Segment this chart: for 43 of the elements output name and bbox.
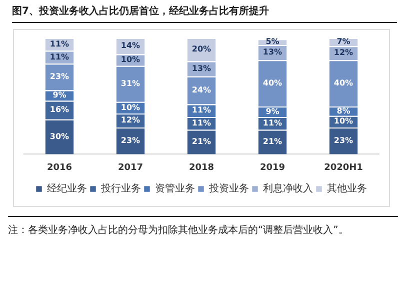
data-label: 40% bbox=[262, 78, 282, 88]
data-label: 16% bbox=[50, 105, 70, 114]
data-label: 5% bbox=[266, 37, 280, 46]
data-label: 11% bbox=[262, 118, 282, 128]
legend-label: 经纪业务 bbox=[47, 182, 87, 195]
data-label: 7% bbox=[336, 37, 350, 46]
data-label: 24% bbox=[192, 85, 212, 94]
x-tick-label: 2019 bbox=[260, 162, 286, 173]
legend-label: 投资业务 bbox=[208, 182, 249, 195]
data-label: 10% bbox=[334, 116, 354, 126]
data-label: 30% bbox=[50, 132, 70, 141]
data-label: 40% bbox=[334, 78, 354, 88]
data-label: 11% bbox=[192, 106, 212, 115]
data-label: 20% bbox=[192, 44, 212, 54]
text: 注：各类业务净收入占比的分母为扣除其他业务成本后的“调整后营业收入”。 bbox=[8, 216, 398, 237]
data-label: 21% bbox=[192, 137, 212, 146]
legend-label: 其他业务 bbox=[327, 182, 367, 195]
data-label: 11% bbox=[192, 118, 212, 128]
data-label: 12% bbox=[120, 116, 140, 125]
data-label: 8% bbox=[336, 106, 350, 116]
x-tick-label: 2017 bbox=[118, 162, 144, 173]
data-label: 14% bbox=[120, 41, 140, 50]
data-label: 23% bbox=[120, 136, 140, 145]
data-label: 10% bbox=[120, 55, 140, 64]
x-tick-label: 2016 bbox=[46, 162, 72, 173]
data-label: 10% bbox=[120, 102, 140, 112]
x-tick-label: 2018 bbox=[188, 162, 214, 173]
data-label: 9% bbox=[52, 90, 66, 100]
x-tick-label: 2020H1 bbox=[324, 162, 363, 173]
data-label: 21% bbox=[262, 137, 282, 146]
chart-title: 图7、投资业务收入占比仍居首位，经纪业务占比有所提升 bbox=[12, 4, 397, 23]
legend-label: 投行业务 bbox=[100, 182, 141, 195]
legend-label: 利息净收入 bbox=[263, 182, 313, 195]
data-label: 23% bbox=[334, 136, 354, 145]
data-label: 13% bbox=[192, 64, 212, 73]
data-label: 11% bbox=[50, 39, 70, 48]
data-label: 31% bbox=[120, 78, 140, 88]
data-label: 9% bbox=[266, 106, 280, 116]
data-label: 12% bbox=[334, 48, 354, 58]
legend-label: 资管业务 bbox=[155, 182, 195, 195]
data-label: 23% bbox=[50, 72, 70, 82]
data-label: 13% bbox=[262, 48, 282, 57]
data-label: 11% bbox=[50, 52, 70, 62]
